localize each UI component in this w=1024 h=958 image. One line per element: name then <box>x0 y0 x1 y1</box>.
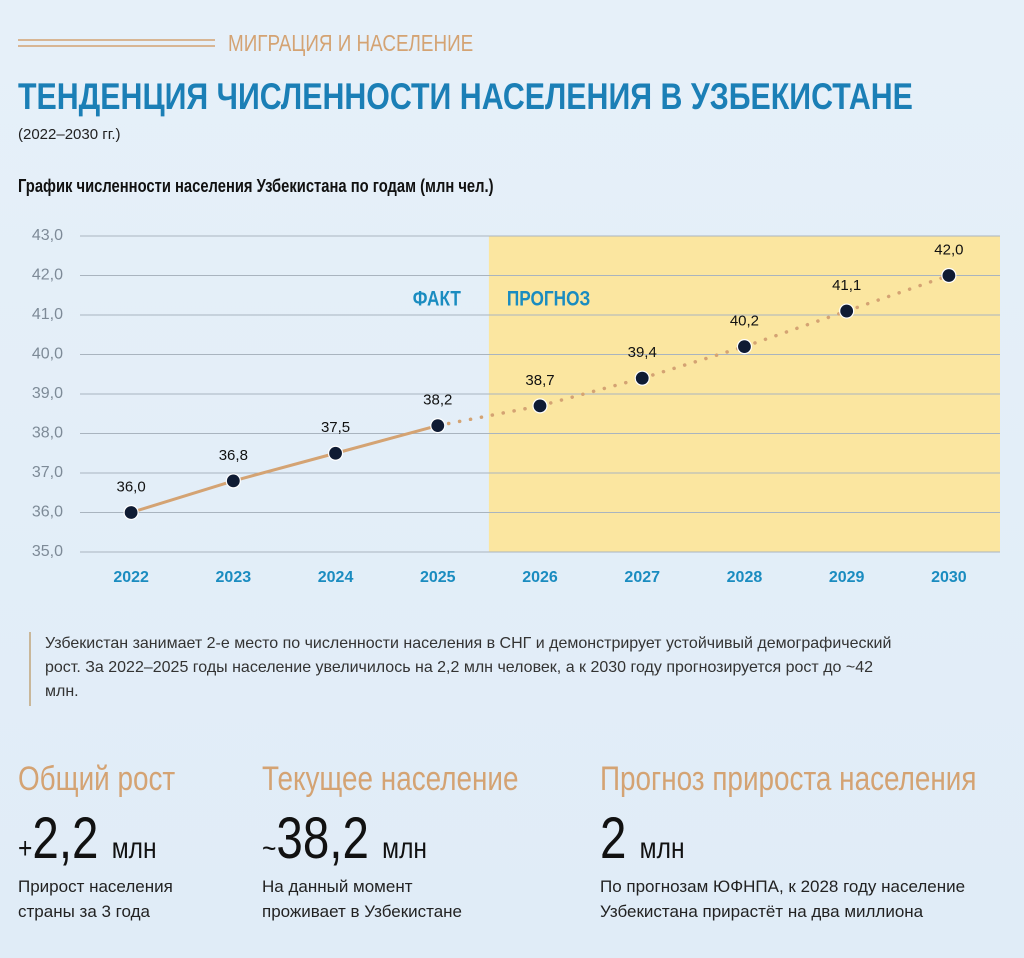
y-tick-label: 36,0 <box>32 504 63 521</box>
x-tick-label: 2022 <box>113 569 149 586</box>
stat: Текущее население ~38,2 млн На данный мо… <box>262 760 575 924</box>
forecast-line <box>844 273 951 313</box>
point <box>225 473 241 489</box>
stat-caption: По прогнозам ЮФНПА, к 2028 году населени… <box>600 877 966 921</box>
period: (2022–2030 гг.) <box>18 126 121 143</box>
point <box>634 370 650 386</box>
annotation: ПРОГНОЗ <box>507 288 590 311</box>
point <box>941 267 957 284</box>
point <box>736 339 753 355</box>
y-tick-label: 38,0 <box>32 425 63 442</box>
y-tick-label: 39,0 <box>32 385 63 402</box>
x-tick-label: 2029 <box>829 569 865 586</box>
point <box>839 303 855 319</box>
forecast-line <box>742 309 849 349</box>
y-tick-label: 40,0 <box>32 346 63 363</box>
stat-unit: млн <box>382 832 428 865</box>
annotation: ФАКТ <box>413 288 461 311</box>
stat-caption: Прирост населения страны за 3 года <box>18 877 173 921</box>
y-tick-label: 35,0 <box>32 543 63 560</box>
value-label: 38,2 <box>423 392 452 409</box>
stat-heading: Текущее население <box>262 760 519 798</box>
value-label: 41,1 <box>832 277 861 294</box>
point <box>430 418 446 434</box>
stat: Прогноз прироста населения 2 млн По прог… <box>600 760 1024 924</box>
fact-line <box>231 451 338 483</box>
chart-title: График численности населения Узбекистана… <box>18 176 494 196</box>
stat-value: 38,2 <box>276 806 369 871</box>
stat: Общий рост +2,2 млн Прирост населения ст… <box>18 760 210 924</box>
x-tick-label: 2028 <box>727 569 763 586</box>
y-tick-label: 43,0 <box>32 227 63 244</box>
forecast-line <box>538 376 644 408</box>
point <box>123 504 139 521</box>
x-tick-label: 2030 <box>931 569 967 586</box>
stat-unit: млн <box>639 832 685 865</box>
value-label: 42,0 <box>934 241 963 258</box>
y-tick-label: 37,0 <box>32 464 63 481</box>
value-label: 40,2 <box>730 313 759 330</box>
x-tick-label: 2026 <box>522 569 558 586</box>
section-label: МИГРАЦИЯ И НАСЕЛЕНИЕ <box>228 30 474 56</box>
stat-value: 2,2 <box>32 806 99 871</box>
stat-prefix: ~ <box>262 832 277 865</box>
fact-line <box>334 424 440 455</box>
point <box>532 398 548 414</box>
x-tick-label: 2025 <box>420 569 456 586</box>
stat-heading: Прогноз прироста населения <box>600 760 977 798</box>
value-label: 36,0 <box>117 478 146 495</box>
value-label: 37,5 <box>321 419 350 436</box>
x-tick-label: 2024 <box>318 569 354 586</box>
x-tick-label: 2027 <box>624 569 660 586</box>
y-tick-label: 42,0 <box>32 267 63 284</box>
stat-unit: млн <box>111 832 157 865</box>
stat-value: 2 <box>600 806 627 871</box>
value-label: 36,8 <box>219 447 248 464</box>
y-tick-label: 41,0 <box>32 306 63 323</box>
value-label: 39,4 <box>628 344 657 361</box>
value-label: 38,7 <box>525 372 554 389</box>
page-title: ТЕНДЕНЦИЯ ЧИСЛЕННОСТИ НАСЕЛЕНИЯ В УЗБЕКИ… <box>18 76 913 117</box>
stat-prefix: + <box>18 832 33 865</box>
stat-caption: На данный момент проживает в Узбекистане <box>262 877 463 921</box>
fact-line <box>129 479 235 514</box>
stat-heading: Общий рост <box>18 760 176 798</box>
forecast-line <box>640 344 747 380</box>
x-tick-label: 2023 <box>216 569 252 586</box>
point <box>327 445 344 461</box>
note: Узбекистан занимает 2-е место по численн… <box>45 635 892 700</box>
